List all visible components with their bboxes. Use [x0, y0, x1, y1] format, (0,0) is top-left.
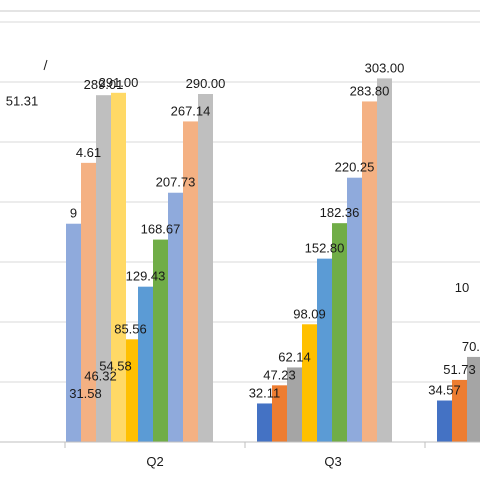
bar	[347, 177, 362, 442]
data-label: 267.14	[171, 103, 211, 118]
data-label: 98.09	[293, 306, 326, 321]
data-label: 70.9	[462, 339, 480, 354]
data-label: 32.11	[249, 385, 281, 400]
data-label: 182.36	[320, 205, 360, 220]
data-label: 207.73	[156, 175, 196, 190]
data-label: 220.25	[335, 160, 375, 175]
bar	[377, 78, 392, 443]
leader-line	[43, 59, 48, 71]
data-label: 54.58	[99, 359, 132, 374]
bars	[66, 78, 480, 443]
data-label: 4.61	[76, 145, 101, 160]
data-label: 303.00	[365, 60, 405, 75]
data-label: 47.23	[263, 367, 296, 382]
bar	[452, 379, 467, 442]
data-label: 290.00	[186, 76, 226, 91]
x-tick-label: Q2	[146, 454, 163, 469]
data-label: 168.67	[141, 222, 181, 237]
bar	[81, 162, 96, 443]
bar	[138, 286, 153, 442]
bar	[153, 239, 168, 442]
bar	[257, 403, 272, 442]
bar	[183, 121, 198, 442]
data-label: 46.32	[84, 368, 117, 383]
bar	[272, 385, 287, 442]
bar	[111, 92, 126, 443]
bar	[332, 223, 347, 442]
data-label: 129.43	[126, 269, 166, 284]
bar	[168, 192, 183, 442]
data-label: 51.73	[443, 362, 476, 377]
bar	[317, 258, 332, 442]
data-label: 34.57	[428, 383, 461, 398]
bar	[96, 95, 111, 443]
x-axis: Q2 Q3	[0, 441, 480, 469]
data-label: 291.00	[99, 75, 139, 90]
bar	[198, 94, 213, 442]
bar	[66, 223, 81, 442]
data-label: 283.80	[350, 83, 390, 98]
bar	[302, 324, 317, 442]
data-label: 85.56	[114, 321, 147, 336]
bar	[467, 356, 480, 442]
bar	[362, 101, 377, 442]
x-tick-label: Q3	[324, 454, 341, 469]
data-labels: 31.58 32.11 34.57 46.32 47.23 51.73 54.58 62.14…	[6, 59, 480, 401]
data-label: 9	[70, 206, 77, 221]
data-label: 31.58	[69, 386, 102, 401]
data-label: 10	[455, 280, 469, 295]
bar	[287, 367, 302, 442]
data-label: 62.14	[278, 349, 311, 364]
bar	[123, 339, 138, 442]
data-label: 289.01	[84, 77, 124, 92]
data-label: 152.80	[305, 241, 345, 256]
data-label: 51.31	[6, 94, 39, 109]
bar	[437, 400, 452, 442]
